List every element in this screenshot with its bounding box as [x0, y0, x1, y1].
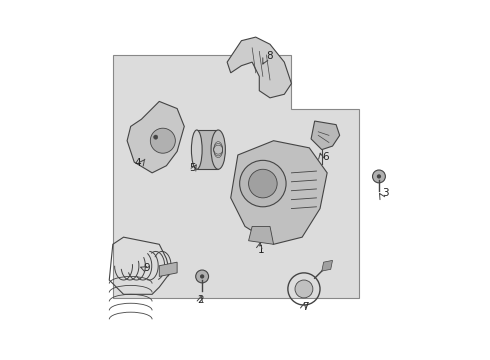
Circle shape — [372, 170, 386, 183]
Text: 3: 3 — [383, 188, 389, 198]
Circle shape — [196, 270, 209, 283]
Polygon shape — [311, 121, 340, 150]
Circle shape — [200, 274, 204, 279]
Ellipse shape — [192, 130, 202, 169]
Polygon shape — [248, 226, 273, 244]
Text: 7: 7 — [302, 302, 309, 312]
Circle shape — [150, 128, 175, 153]
Polygon shape — [127, 102, 184, 173]
Polygon shape — [227, 37, 292, 98]
Circle shape — [240, 160, 286, 207]
Text: 6: 6 — [322, 152, 328, 162]
Polygon shape — [113, 55, 359, 298]
Text: 1: 1 — [258, 245, 264, 255]
Ellipse shape — [211, 130, 225, 169]
Circle shape — [295, 280, 313, 298]
Circle shape — [248, 169, 277, 198]
Circle shape — [153, 135, 158, 139]
Text: 9: 9 — [143, 263, 150, 273]
Text: 4: 4 — [134, 158, 141, 168]
Text: 2: 2 — [197, 295, 203, 305]
Polygon shape — [197, 130, 218, 169]
Circle shape — [377, 174, 381, 179]
Text: 5: 5 — [190, 163, 196, 173]
Polygon shape — [231, 141, 327, 244]
Text: 8: 8 — [267, 50, 273, 60]
Polygon shape — [322, 260, 333, 271]
Polygon shape — [159, 262, 177, 276]
